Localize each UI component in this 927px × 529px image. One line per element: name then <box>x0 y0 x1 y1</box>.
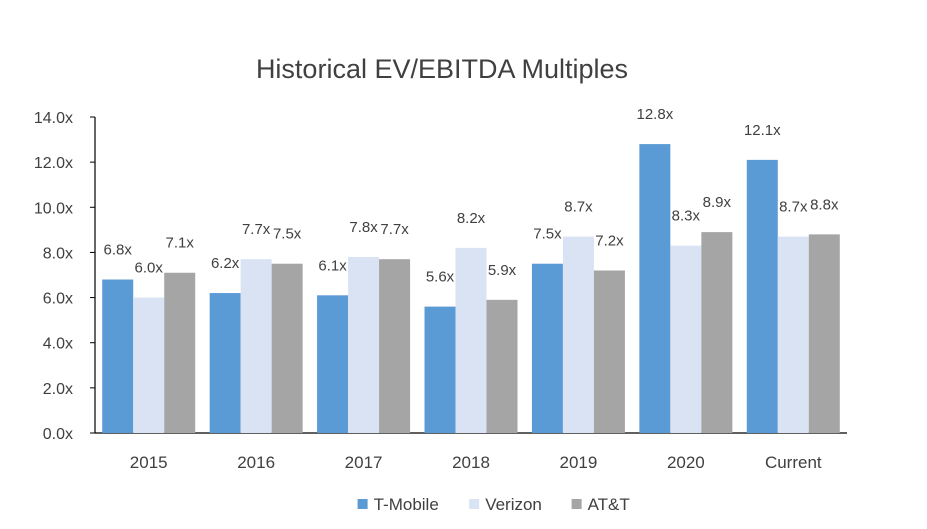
bars <box>102 144 840 434</box>
legend-label: AT&T <box>588 495 630 514</box>
data-label: 8.7x <box>779 199 808 216</box>
legend-label: T-Mobile <box>374 495 439 514</box>
x-tick-label: Current <box>765 453 822 472</box>
x-tick-label: 2020 <box>667 453 705 472</box>
chart-title: Historical EV/EBITDA Multiples <box>256 54 628 84</box>
bar <box>593 270 625 433</box>
data-label: 8.2x <box>457 210 486 227</box>
x-tick-label: 2017 <box>345 453 383 472</box>
data-label: 8.7x <box>564 199 593 216</box>
data-label: 7.8x <box>349 219 378 236</box>
y-tick-label: 4.0x <box>43 336 73 353</box>
bar <box>639 144 671 434</box>
y-axis: 0.0x 2.0x 4.0x 6.0x 8.0x 10.0x 12.0x 14.0x <box>34 110 96 443</box>
bar <box>133 297 165 433</box>
x-tick-label: 2018 <box>452 453 490 472</box>
bar <box>746 159 778 433</box>
legend-label: Verizon <box>485 495 542 514</box>
bar <box>164 272 196 433</box>
data-label: 5.6x <box>426 269 455 286</box>
data-label: 8.3x <box>672 208 701 225</box>
data-label: 6.2x <box>211 255 240 272</box>
x-tick-label: 2015 <box>130 453 168 472</box>
y-tick-label: 12.0x <box>34 155 73 172</box>
legend-swatch <box>571 499 582 509</box>
data-label: 12.8x <box>637 106 674 123</box>
bar <box>531 263 563 433</box>
y-tick-label: 10.0x <box>34 200 73 217</box>
data-label: 12.1x <box>744 122 781 139</box>
data-labels: 6.8x6.0x7.1x6.2x7.7x 7.5x6.1x7.8x 7.7x5.6x… <box>104 106 839 286</box>
y-tick-label: 6.0x <box>43 291 73 308</box>
bar <box>317 295 349 433</box>
data-label: 7.2x <box>595 232 624 249</box>
data-label: 6.8x <box>104 242 133 259</box>
x-tick-label: 2016 <box>237 453 275 472</box>
data-label: 6.0x <box>135 260 164 277</box>
y-tick-label: 2.0x <box>43 381 73 398</box>
bar <box>348 256 380 433</box>
legend-swatch <box>357 499 368 509</box>
data-label: 7.1x <box>166 235 195 252</box>
data-label: 6.1x <box>318 257 347 274</box>
data-label: 5.9x <box>488 262 517 279</box>
bar <box>271 263 303 433</box>
bar <box>486 299 518 433</box>
bar <box>379 259 411 433</box>
bar <box>670 245 702 433</box>
bar <box>701 232 733 433</box>
bar <box>102 279 134 433</box>
data-label: 8.9x <box>703 194 732 211</box>
bar <box>777 236 809 433</box>
bar <box>240 259 272 433</box>
legend-swatch <box>469 499 480 509</box>
bar <box>455 247 487 433</box>
data-label: 7.7x <box>380 221 409 238</box>
y-tick-label: 14.0x <box>34 110 73 127</box>
data-label: 8.8x <box>810 196 839 213</box>
bar <box>424 306 456 433</box>
x-axis: 2015 2016 2017 2018 2019 2020 Current <box>95 432 847 472</box>
bar <box>808 234 840 433</box>
x-tick-label: 2019 <box>560 453 598 472</box>
data-label: 7.5x <box>273 226 302 243</box>
y-tick-label: 8.0x <box>43 245 73 262</box>
y-tick-label: 0.0x <box>43 426 73 443</box>
bar <box>562 236 594 433</box>
data-label: 7.5x <box>533 226 562 243</box>
data-label: 7.7x <box>242 221 271 238</box>
bar <box>209 293 241 433</box>
legend: T-Mobile Verizon AT&T <box>357 495 630 514</box>
